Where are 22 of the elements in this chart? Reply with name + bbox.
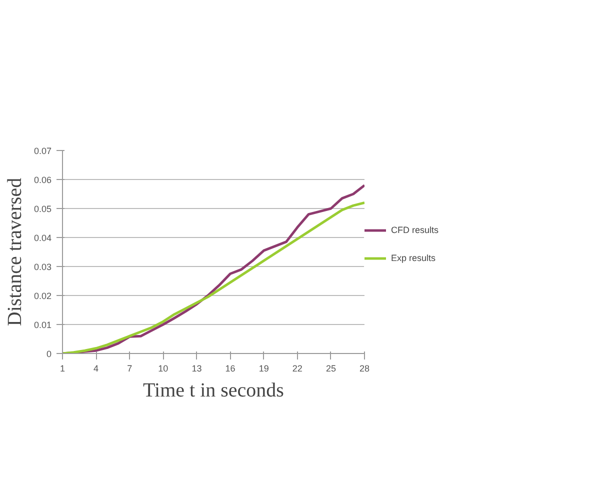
x-tick-label: 25: [326, 364, 336, 374]
x-tick-label: 1: [60, 364, 66, 374]
y-tick-label: 0.06: [34, 175, 52, 185]
legend-label: Exp results: [391, 253, 436, 263]
x-tick-label: 19: [258, 364, 269, 374]
y-tick-label: 0.07: [34, 146, 52, 156]
x-tick-label: 13: [192, 364, 202, 374]
y-tick-label: 0: [46, 349, 52, 359]
y-tick-label: 0.01: [34, 320, 52, 330]
y-tick-label: 0.03: [34, 262, 52, 272]
y-tick-label: 0.05: [34, 204, 52, 214]
y-tick-label: 0.02: [34, 291, 52, 301]
x-tick-label: 22: [292, 364, 302, 374]
x-axis-title: Time t in seconds: [143, 380, 284, 402]
legend-label: CFD results: [391, 225, 439, 235]
x-tick-label: 4: [94, 364, 99, 374]
x-tick-label: 28: [359, 364, 370, 374]
y-tick-label: 0.04: [34, 233, 52, 243]
x-tick-label: 16: [225, 364, 236, 374]
x-tick-label: 10: [158, 364, 168, 374]
y-axis-title: Distance traversed: [4, 178, 26, 326]
x-tick-label: 7: [127, 364, 132, 374]
